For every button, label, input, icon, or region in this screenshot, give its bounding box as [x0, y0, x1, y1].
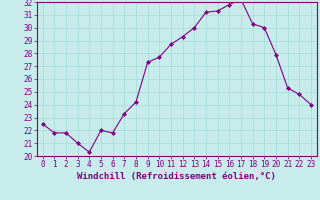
X-axis label: Windchill (Refroidissement éolien,°C): Windchill (Refroidissement éolien,°C) [77, 172, 276, 181]
